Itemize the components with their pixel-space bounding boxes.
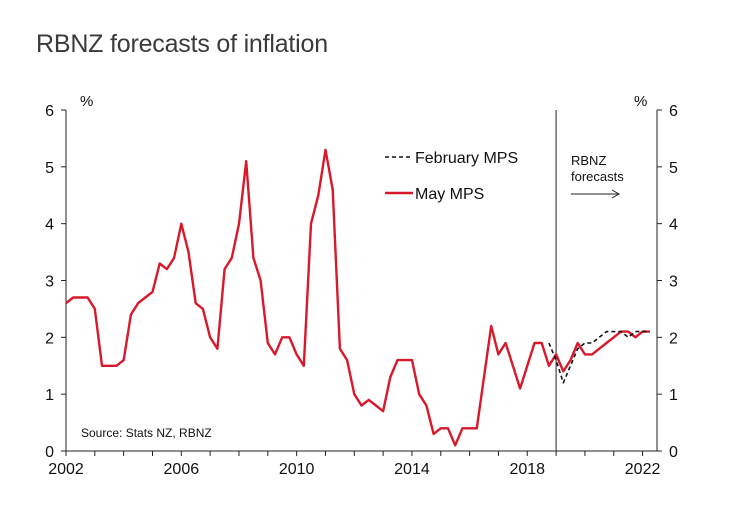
legend-label-may-mps: May MPS (415, 186, 484, 203)
x-tick-label: 2002 (48, 461, 84, 478)
forecast-annotation-line-2: forecasts (571, 169, 624, 184)
y-tick-label-left: 2 (45, 330, 54, 347)
y-tick-label-left: 4 (45, 217, 54, 234)
series-line-february-mps (548, 330, 650, 384)
forecast-arrow-head (611, 189, 621, 199)
legend-label-february-mps: February MPS (415, 150, 518, 167)
series-layer (65, 148, 650, 447)
x-tick-label: 2014 (394, 461, 430, 478)
chart-title: RBNZ forecasts of inflation (36, 30, 328, 58)
y-tick-label-left: 5 (45, 160, 54, 177)
y-tick-label-right: 3 (669, 274, 678, 291)
y-tick-label-right: 1 (669, 387, 678, 404)
source-note: Source: Stats NZ, RBNZ (81, 426, 212, 440)
y-tick-label-left: 0 (45, 444, 54, 461)
x-tick-label: 2010 (279, 461, 315, 478)
y-tick-label-right: 2 (669, 330, 678, 347)
y-tick-label-right: 6 (669, 103, 678, 120)
x-tick-label: 2022 (625, 461, 661, 478)
series-line-may-mps (65, 148, 650, 447)
x-tick-label: 2018 (509, 461, 545, 478)
axes-layer: 0 0 1 1 2 2 3 3 4 4 5 5 6 6% % 2002 2006 2010 2014 2018 2022 (45, 93, 678, 478)
y-tick-label-right: 5 (669, 160, 678, 177)
y-tick-label-left: 1 (45, 387, 54, 404)
y-unit-label-left: % (80, 93, 93, 110)
y-tick-label-left: 6 (45, 103, 54, 120)
x-tick-label: 2006 (164, 461, 200, 478)
y-tick-label-left: 3 (45, 274, 54, 291)
y-unit-label-right: % (634, 93, 647, 110)
forecast-annotation-line-1: RBNZ (571, 153, 606, 168)
y-tick-label-right: 0 (669, 444, 678, 461)
y-tick-label-right: 4 (669, 217, 678, 234)
